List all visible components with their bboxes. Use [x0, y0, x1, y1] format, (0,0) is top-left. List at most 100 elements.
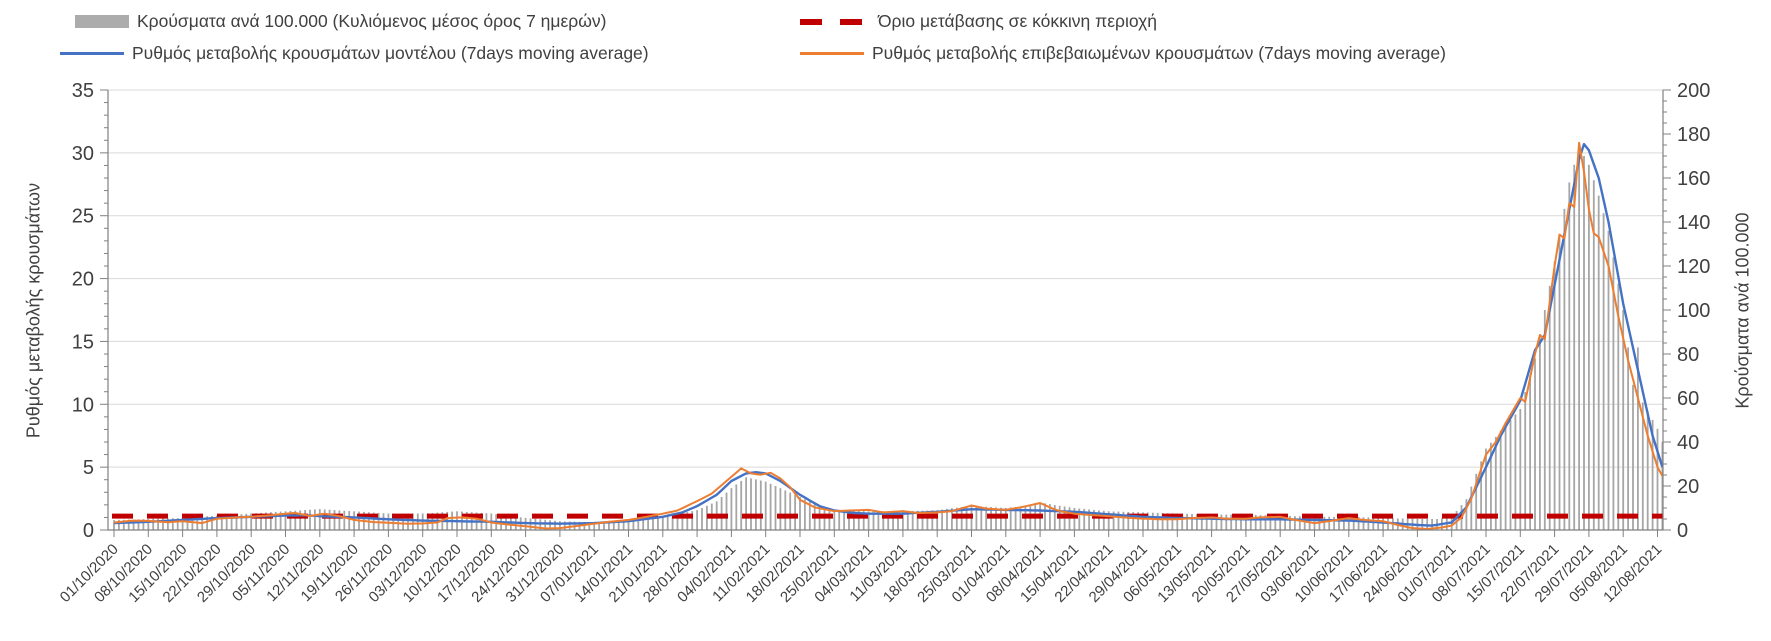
case-bar	[1127, 511, 1130, 530]
case-bar	[392, 513, 395, 530]
case-bar	[1249, 514, 1252, 530]
case-bar	[1171, 513, 1174, 530]
case-bar	[1259, 515, 1262, 530]
case-bar	[921, 510, 924, 530]
case-bar	[309, 509, 311, 530]
case-bar	[951, 508, 953, 530]
case-bar	[1480, 461, 1482, 531]
case-bar	[304, 510, 306, 530]
case-bar	[1088, 509, 1090, 530]
case-bar	[1132, 512, 1135, 530]
case-bar	[1641, 402, 1644, 530]
case-bar	[235, 514, 238, 530]
case-bar	[892, 511, 894, 530]
case-bar	[735, 484, 738, 530]
case-bar	[857, 511, 860, 530]
case-bar	[980, 506, 983, 530]
case-bar	[294, 510, 297, 530]
y-left-tick-label: 25	[72, 206, 94, 228]
case-bar	[1161, 513, 1164, 530]
legend-item-threshold: Όριο μετάβασης σε κόκκινη περιοχή	[800, 11, 1157, 32]
bars-cases-per-100k	[113, 147, 1664, 531]
case-bar	[1254, 514, 1257, 530]
case-bar	[171, 518, 174, 530]
case-bar	[269, 512, 272, 530]
case-bar	[941, 509, 943, 530]
y-left-axis-title: Ρυθμός μεταβολής κρουσμάτων	[23, 182, 44, 439]
case-bar	[1548, 285, 1551, 530]
case-bar	[1289, 516, 1291, 530]
legend-label-confirmed-rate: Ρυθμός μεταβολής επιβεβαιωμένων κρουσμάτ…	[872, 43, 1446, 63]
case-bar	[162, 518, 164, 530]
y-right-axis-title: Κρούσματα ανά 100.000	[1732, 212, 1753, 409]
case-bar	[603, 521, 605, 530]
case-bar	[686, 512, 689, 530]
case-bar	[122, 519, 125, 530]
y-right-tick-label: 100	[1677, 300, 1710, 322]
case-bar	[563, 521, 566, 530]
case-bar	[167, 518, 169, 530]
case-bar	[1465, 499, 1468, 530]
y-left-tick-label: 0	[83, 520, 94, 542]
case-bar	[1499, 431, 1502, 530]
case-bar	[1338, 516, 1340, 530]
case-bar	[725, 492, 728, 530]
legend-item-confirmed-rate: Ρυθμός μεταβολής επιβεβαιωμένων κρουσμάτ…	[800, 43, 1446, 64]
case-bar	[338, 510, 341, 530]
case-bar	[617, 520, 620, 530]
case-bar	[1627, 347, 1629, 530]
case-bar	[1651, 420, 1654, 530]
case-bar	[314, 509, 316, 530]
case-bar	[779, 488, 782, 530]
blue-line-swatch-icon	[60, 52, 124, 55]
case-bar	[1014, 506, 1017, 530]
case-bar	[1558, 235, 1561, 530]
case-bar	[916, 510, 919, 530]
case-bar	[882, 511, 885, 530]
bar-swatch-icon	[75, 15, 129, 28]
case-bar	[1098, 510, 1100, 530]
case-bar	[225, 515, 228, 530]
case-bar	[1210, 514, 1213, 530]
case-bar	[1303, 516, 1306, 530]
case-bar	[1333, 516, 1335, 530]
case-bar	[549, 520, 551, 530]
case-bar	[1122, 511, 1125, 530]
case-bar	[1186, 513, 1188, 530]
y-right-tick-label: 80	[1677, 344, 1699, 366]
case-bar	[1343, 516, 1345, 530]
case-bar	[808, 501, 811, 530]
case-bar	[593, 522, 596, 530]
case-bar	[1215, 514, 1218, 530]
case-bar	[1053, 505, 1056, 530]
case-bar	[848, 510, 850, 530]
case-bar	[784, 490, 787, 530]
case-bar	[260, 512, 262, 530]
case-bar	[985, 506, 988, 530]
y-left-tick-label: 10	[72, 394, 94, 416]
case-bar	[706, 505, 708, 530]
case-bar	[926, 510, 929, 530]
case-bar	[284, 511, 287, 530]
case-bar	[1181, 513, 1184, 530]
case-bar	[333, 510, 336, 530]
case-bar	[612, 521, 615, 530]
case-bar	[1279, 515, 1282, 530]
case-bar	[1509, 420, 1512, 530]
case-bar	[1656, 428, 1659, 530]
case-bar	[1284, 515, 1286, 530]
case-bar	[113, 520, 115, 530]
case-bar	[1553, 261, 1556, 530]
case-bar	[936, 510, 939, 530]
case-bar	[774, 486, 777, 530]
case-bar	[559, 521, 561, 530]
y-right-tick-label: 60	[1677, 388, 1699, 410]
case-bar	[245, 513, 248, 530]
case-bar	[240, 514, 243, 530]
case-bar	[627, 520, 630, 530]
case-bar	[804, 499, 806, 530]
case-bar	[1597, 195, 1600, 530]
case-bar	[1117, 511, 1120, 530]
